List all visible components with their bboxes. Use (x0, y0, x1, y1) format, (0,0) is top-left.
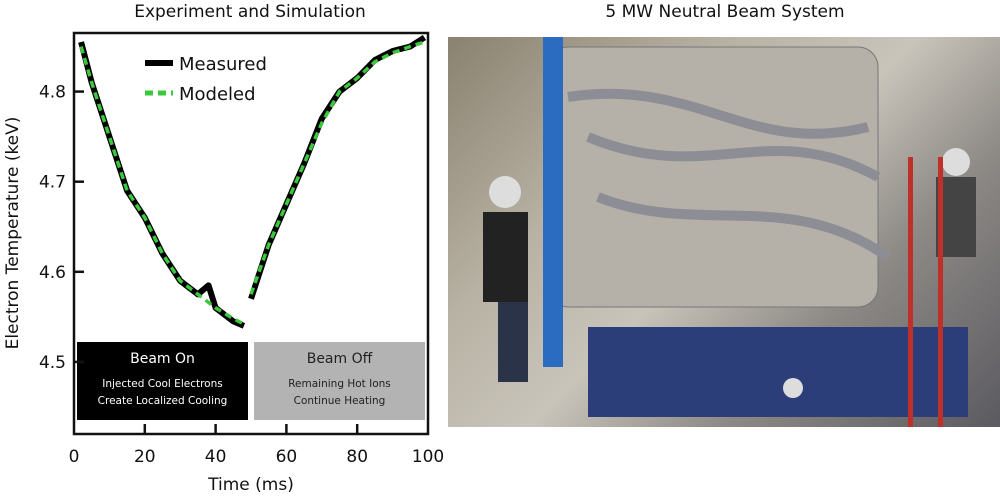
y-tick-label: 4.7 (39, 173, 66, 193)
photo-title: 5 MW Neutral Beam System (605, 2, 845, 22)
annotation-text: Create Localized Cooling (98, 395, 228, 407)
x-tick-label: 20 (134, 447, 156, 467)
series-line-measured (248, 34, 427, 300)
annotation-text: Remaining Hot Ions (288, 378, 391, 390)
x-tick-label: 40 (205, 447, 227, 467)
y-tick-label: 4.6 (39, 263, 66, 283)
annotation-box (254, 342, 425, 420)
x-tick-label: 0 (69, 447, 80, 467)
y-axis-label: Electron Temperature (keV) (3, 117, 23, 350)
x-tick-label: 60 (276, 447, 298, 467)
neutral-beam-photo (448, 37, 1000, 427)
annotation-text: Continue Heating (294, 395, 386, 407)
annotation-title: Beam Off (307, 351, 373, 367)
x-tick-label: 80 (346, 447, 368, 467)
series-line-modeled (79, 46, 245, 326)
chart-title: Experiment and Simulation (134, 2, 366, 22)
annotation-title: Beam On (130, 351, 195, 367)
legend-label: Modeled (179, 84, 256, 105)
y-tick-label: 4.8 (39, 83, 66, 103)
temperature-chart: Beam On Injected Cool Electrons Create Loc… (3, 31, 444, 495)
y-tick-label: 4.5 (39, 353, 66, 373)
plot-frame (72, 31, 430, 436)
annotation-text: Injected Cool Electrons (102, 378, 222, 390)
series-line-modeled (249, 40, 425, 295)
legend-label: Measured (179, 54, 267, 75)
x-axis-label: Time (ms) (207, 475, 294, 495)
annotation-box (77, 342, 248, 420)
x-tick-label: 100 (412, 447, 444, 467)
